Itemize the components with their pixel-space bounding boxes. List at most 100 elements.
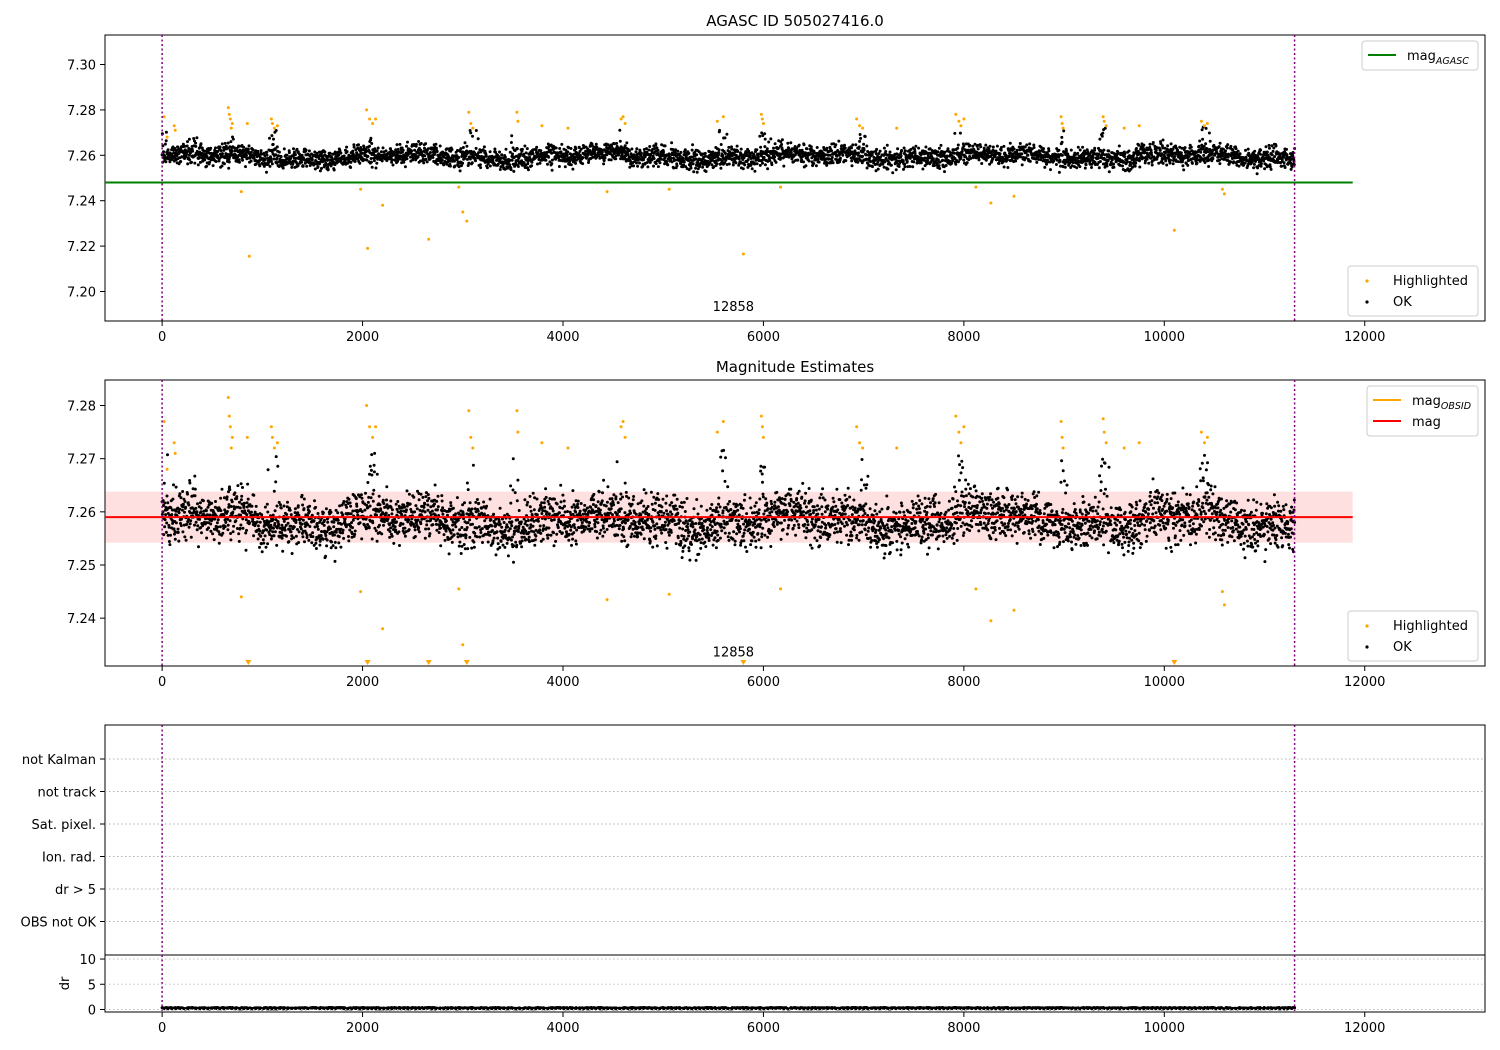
ok-point [229, 505, 233, 508]
ok-point [423, 154, 427, 158]
ok-point [1183, 146, 1187, 150]
ok-point [197, 545, 200, 549]
ok-point [474, 146, 478, 150]
ok-point [753, 155, 757, 159]
ok-point [471, 134, 474, 138]
ok-point [639, 151, 643, 155]
ok-point [235, 495, 239, 499]
ok-point [1058, 158, 1062, 162]
ok-point [222, 162, 226, 166]
ok-point [956, 146, 960, 150]
ok-point [395, 143, 399, 147]
ok-point [655, 146, 659, 150]
ok-point [265, 150, 269, 154]
ok-point [293, 153, 297, 157]
ok-point [1002, 165, 1006, 169]
ok-point [187, 525, 191, 529]
ok-point [691, 143, 695, 147]
ok-point [195, 510, 199, 514]
panel-magnitude-plot: 12858 [105, 380, 1353, 666]
ok-point [174, 521, 178, 525]
ok-point [871, 165, 874, 169]
ok-point [780, 143, 784, 146]
ok-point [320, 166, 323, 170]
ok-point [504, 147, 508, 151]
ok-point [417, 140, 421, 143]
ok-point [573, 155, 577, 159]
ok-point [723, 136, 727, 140]
ok-point [168, 543, 172, 547]
highlighted-point [229, 126, 233, 130]
ok-point [164, 530, 168, 534]
ok-point [260, 550, 264, 554]
ok-point [557, 165, 561, 168]
highlighted-point [461, 210, 465, 214]
ok-point [1189, 145, 1193, 149]
ok-point [180, 508, 184, 512]
highlighted-point [457, 185, 461, 189]
ok-point [980, 162, 984, 165]
ok-point [750, 167, 754, 171]
ok-point [287, 151, 291, 155]
ok-point [271, 142, 275, 146]
ok-point [410, 149, 414, 153]
ok-point [1025, 143, 1029, 147]
ok-point [461, 146, 465, 149]
ok-point [614, 154, 618, 158]
ok-point [1015, 148, 1019, 152]
ok-point [230, 149, 234, 153]
ok-point [509, 141, 513, 144]
ok-point [264, 545, 268, 549]
ok-point [937, 164, 941, 168]
ok-point [195, 528, 199, 532]
ok-point [199, 142, 203, 146]
ok-point [899, 154, 903, 158]
ok-point [612, 142, 616, 146]
ok-point [238, 526, 242, 530]
ok-point [539, 149, 543, 153]
y-tick-label: 7.30 [67, 59, 96, 74]
ok-point [979, 145, 983, 149]
ok-point [461, 161, 465, 165]
ok-point [737, 157, 741, 161]
ok-point [249, 150, 253, 154]
ok-point [512, 169, 516, 173]
ok-point [313, 499, 316, 503]
y-tick-label: 7.22 [67, 240, 96, 255]
ok-point [724, 158, 728, 162]
ok-point [1252, 166, 1256, 170]
ok-point [209, 146, 213, 150]
ok-point [1253, 149, 1257, 153]
ok-point [308, 525, 312, 528]
ok-point [731, 163, 735, 167]
ok-point [316, 165, 320, 169]
ok-point [379, 150, 383, 154]
ok-point [300, 160, 304, 164]
ok-point [424, 157, 428, 161]
ok-point [675, 164, 679, 168]
ok-point [704, 154, 708, 158]
ok-point [789, 141, 793, 145]
ok-point [1112, 165, 1116, 169]
ok-point [837, 139, 841, 143]
ok-point [308, 504, 312, 508]
ok-point [1161, 161, 1165, 165]
ok-point [1208, 139, 1212, 143]
ok-point [369, 160, 373, 164]
ok-point [183, 500, 187, 503]
ok-point [1026, 153, 1030, 157]
ok-point [1134, 161, 1138, 165]
ok-point [269, 537, 273, 541]
ok-point [681, 156, 685, 160]
ok-point [723, 161, 727, 165]
ok-point [1060, 153, 1064, 157]
ok-point [177, 511, 181, 515]
ok-point [638, 161, 641, 165]
ok-point [274, 129, 278, 132]
ok-point [219, 496, 223, 500]
ok-point [394, 148, 398, 152]
ok-point [1054, 163, 1058, 166]
ok-point [739, 147, 743, 151]
